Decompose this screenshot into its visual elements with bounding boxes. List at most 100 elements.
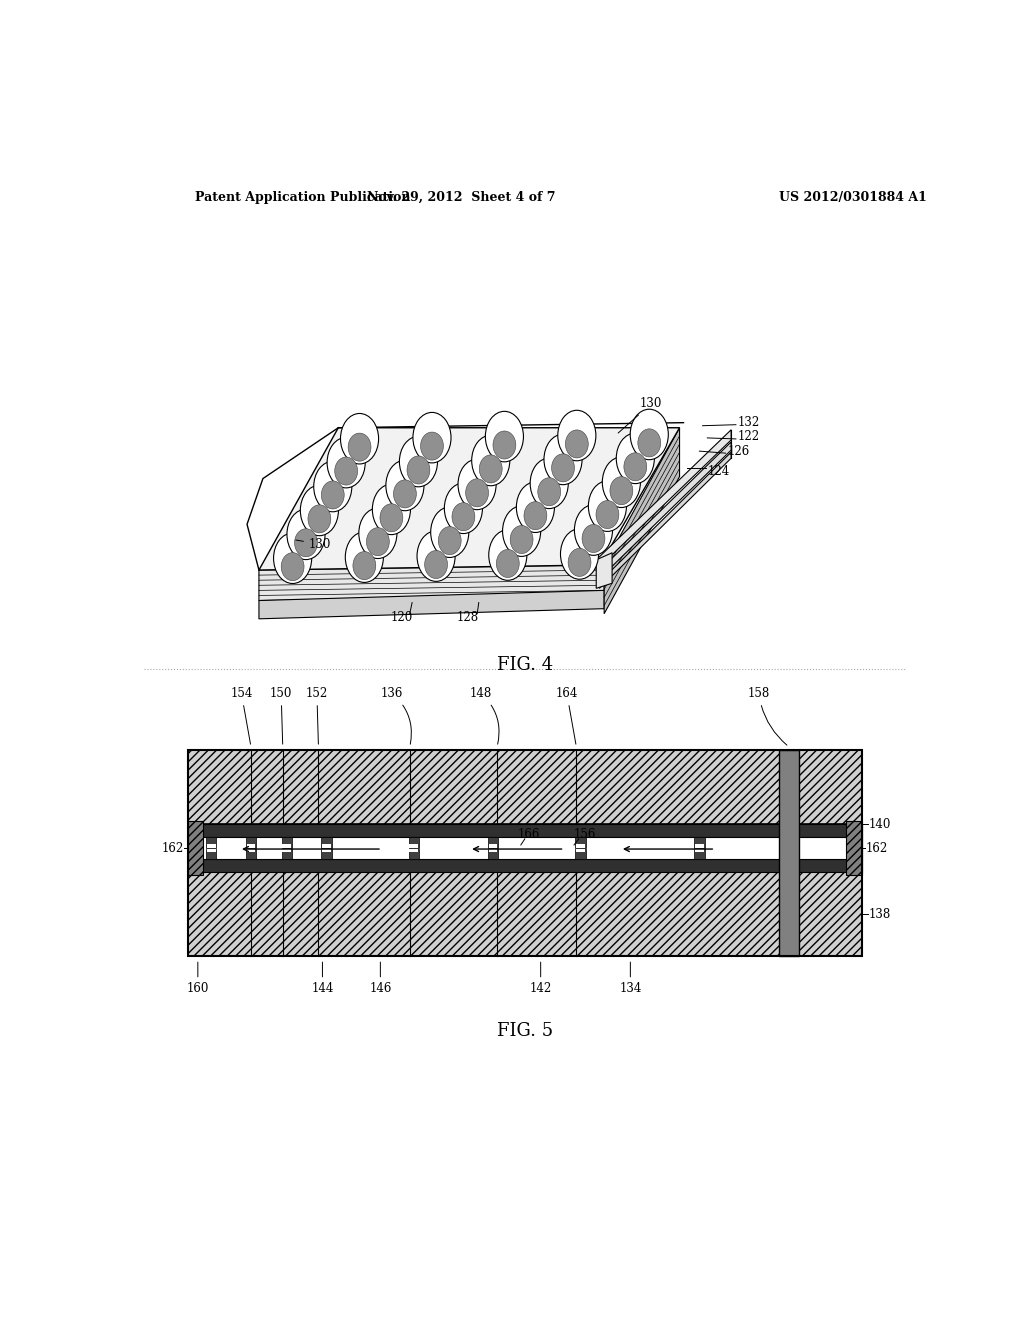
Ellipse shape: [466, 479, 488, 507]
Text: 130: 130: [618, 397, 663, 433]
Text: 136: 136: [381, 688, 412, 744]
Ellipse shape: [399, 437, 437, 487]
Ellipse shape: [493, 430, 516, 459]
Ellipse shape: [273, 533, 311, 583]
Ellipse shape: [393, 480, 417, 508]
Bar: [410, 845, 418, 847]
Polygon shape: [598, 442, 731, 581]
Ellipse shape: [565, 430, 588, 458]
Text: 164: 164: [556, 688, 579, 744]
Ellipse shape: [287, 510, 325, 560]
Text: 160: 160: [186, 982, 209, 995]
Ellipse shape: [485, 412, 523, 462]
Ellipse shape: [348, 433, 371, 461]
Text: 126: 126: [727, 445, 750, 458]
Text: US 2012/0301884 A1: US 2012/0301884 A1: [778, 191, 927, 203]
Ellipse shape: [282, 553, 304, 581]
Ellipse shape: [300, 486, 339, 536]
Bar: [187, 824, 862, 837]
Ellipse shape: [568, 548, 591, 577]
Text: 158: 158: [748, 688, 786, 744]
Ellipse shape: [413, 412, 451, 463]
Ellipse shape: [313, 461, 352, 512]
Ellipse shape: [380, 504, 402, 532]
Bar: [187, 750, 862, 824]
Ellipse shape: [616, 433, 654, 483]
Ellipse shape: [574, 504, 612, 556]
Ellipse shape: [407, 455, 430, 484]
Text: FIG. 4: FIG. 4: [497, 656, 553, 675]
Ellipse shape: [530, 458, 568, 508]
Ellipse shape: [417, 531, 455, 581]
Text: 120: 120: [391, 611, 413, 624]
Bar: [410, 849, 418, 851]
Bar: [187, 859, 862, 873]
Text: 152: 152: [306, 688, 328, 744]
Text: 162: 162: [866, 842, 888, 854]
Text: 166: 166: [517, 828, 540, 841]
Ellipse shape: [624, 453, 647, 480]
Ellipse shape: [421, 432, 443, 461]
Polygon shape: [259, 565, 604, 601]
Ellipse shape: [516, 482, 554, 532]
Ellipse shape: [438, 527, 461, 554]
Ellipse shape: [488, 529, 527, 581]
Bar: [322, 837, 332, 847]
Ellipse shape: [538, 478, 561, 506]
Text: 146: 146: [370, 982, 391, 995]
Text: 130: 130: [296, 537, 332, 550]
Bar: [207, 845, 216, 847]
Bar: [206, 849, 216, 859]
Ellipse shape: [479, 455, 502, 483]
Bar: [187, 873, 862, 956]
Bar: [575, 845, 585, 847]
Ellipse shape: [431, 507, 469, 557]
Bar: [695, 849, 703, 851]
Polygon shape: [604, 428, 680, 614]
Ellipse shape: [345, 532, 383, 582]
Text: 132: 132: [737, 416, 760, 429]
Bar: [694, 837, 705, 847]
Ellipse shape: [444, 483, 482, 533]
Text: 144: 144: [311, 982, 334, 995]
Bar: [322, 845, 331, 847]
Ellipse shape: [544, 434, 582, 484]
Ellipse shape: [367, 528, 389, 556]
Bar: [487, 849, 499, 859]
Bar: [187, 750, 862, 956]
Ellipse shape: [353, 552, 376, 579]
Bar: [283, 845, 291, 847]
Ellipse shape: [308, 504, 331, 533]
Ellipse shape: [472, 436, 510, 486]
Ellipse shape: [295, 529, 317, 557]
Bar: [846, 821, 862, 875]
Ellipse shape: [602, 457, 640, 507]
Text: 124: 124: [708, 465, 729, 478]
Polygon shape: [596, 430, 731, 570]
Ellipse shape: [341, 413, 379, 463]
Text: 148: 148: [470, 688, 499, 744]
Polygon shape: [259, 590, 604, 619]
Bar: [322, 849, 332, 859]
Ellipse shape: [358, 508, 397, 558]
Bar: [487, 837, 499, 847]
Text: 128: 128: [457, 611, 479, 624]
Ellipse shape: [596, 500, 618, 528]
Bar: [283, 849, 291, 851]
Ellipse shape: [373, 484, 411, 535]
Bar: [282, 849, 292, 859]
Polygon shape: [599, 453, 731, 589]
Ellipse shape: [638, 429, 660, 457]
Text: 142: 142: [529, 982, 552, 995]
Text: 150: 150: [270, 688, 293, 744]
Text: 122: 122: [737, 430, 760, 444]
Bar: [246, 849, 256, 859]
Ellipse shape: [560, 529, 599, 579]
Bar: [207, 849, 216, 851]
Text: 156: 156: [573, 828, 596, 841]
Text: 138: 138: [868, 908, 891, 920]
Text: 140: 140: [868, 817, 891, 830]
Bar: [575, 849, 585, 851]
Text: 154: 154: [230, 688, 253, 744]
Text: FIG. 5: FIG. 5: [497, 1022, 553, 1040]
